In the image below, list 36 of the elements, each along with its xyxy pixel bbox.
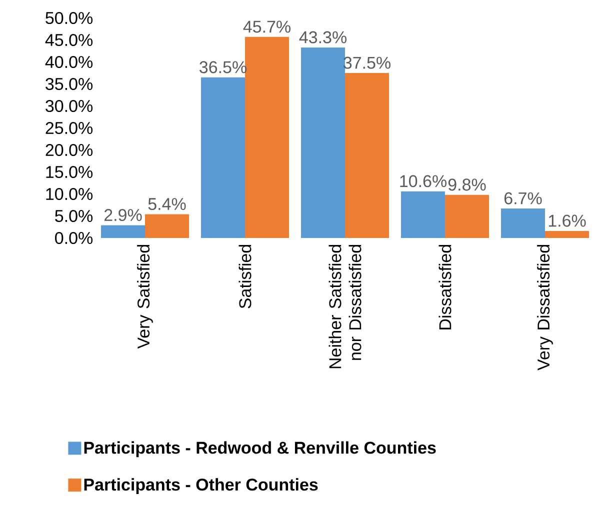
- legend-label: Participants - Other Counties: [84, 478, 318, 494]
- x-tick-label: Dissatisfied: [438, 244, 452, 330]
- y-tick-label: 35.0%: [46, 78, 93, 90]
- bar: [545, 230, 590, 238]
- data-label: 2.9%: [104, 209, 142, 222]
- data-label: 5.4%: [148, 198, 186, 210]
- data-label: 43.3%: [299, 31, 346, 44]
- x-tick-label: Satisfied: [238, 244, 252, 308]
- bar: [145, 214, 189, 238]
- bar: [401, 191, 446, 238]
- y-tick-label: 15.0%: [46, 166, 93, 178]
- x-tick-label: Neither Satisfied nor Dissatisfied: [328, 244, 362, 368]
- y-tick-label: 20.0%: [46, 144, 93, 156]
- data-label: 10.6%: [400, 175, 446, 188]
- y-tick-label: 5.0%: [55, 210, 93, 222]
- bar: [345, 73, 389, 238]
- y-tick-label: 40.0%: [45, 56, 93, 68]
- data-label: 9.8%: [448, 178, 486, 191]
- bar: [245, 36, 289, 238]
- y-tick-label: 0.0%: [55, 232, 93, 244]
- bar: [445, 194, 490, 238]
- x-tick-label: Very Satisfied: [137, 244, 153, 349]
- y-tick-label: 25.0%: [46, 122, 93, 134]
- y-tick-label: 45.0%: [45, 34, 93, 46]
- data-label: 45.7%: [243, 20, 290, 33]
- y-tick-label: 30.0%: [46, 100, 93, 112]
- x-tick-label: Very Dissatisfied: [537, 244, 553, 370]
- legend-label: Participants - Redwood & Renville Counties: [84, 441, 436, 458]
- y-tick-label: 10.0%: [46, 188, 93, 200]
- bar: [101, 225, 145, 238]
- data-label: 1.6%: [548, 214, 586, 227]
- bar: [301, 47, 345, 238]
- bar: [501, 208, 545, 238]
- y-tick-label: 50.0%: [46, 12, 93, 24]
- data-label: 6.7%: [504, 192, 542, 204]
- bar: [201, 77, 245, 238]
